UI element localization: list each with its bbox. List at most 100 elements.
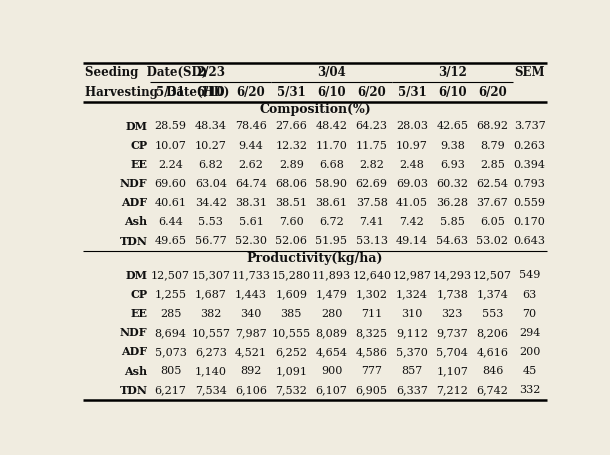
Text: 42.65: 42.65 — [436, 121, 468, 131]
Text: 8.79: 8.79 — [480, 141, 505, 151]
Text: 12,640: 12,640 — [352, 270, 391, 280]
Text: 28.59: 28.59 — [154, 121, 187, 131]
Text: 8,325: 8,325 — [356, 328, 388, 338]
Text: 7,534: 7,534 — [195, 385, 227, 395]
Text: 3/12: 3/12 — [438, 66, 467, 80]
Text: 1,107: 1,107 — [436, 366, 468, 376]
Text: 12.32: 12.32 — [275, 141, 307, 151]
Text: 340: 340 — [240, 308, 262, 318]
Text: 70: 70 — [523, 308, 537, 318]
Text: 15,307: 15,307 — [192, 270, 230, 280]
Text: 2.85: 2.85 — [480, 160, 505, 170]
Text: 4,654: 4,654 — [315, 347, 348, 357]
Text: 6,742: 6,742 — [476, 385, 508, 395]
Text: CP: CP — [131, 140, 148, 151]
Text: 294: 294 — [519, 328, 540, 338]
Text: 1,324: 1,324 — [396, 289, 428, 299]
Text: 7.41: 7.41 — [359, 217, 384, 227]
Text: ADF: ADF — [121, 346, 148, 358]
Text: 38.51: 38.51 — [275, 198, 307, 208]
Text: 2.48: 2.48 — [400, 160, 425, 170]
Text: 6,252: 6,252 — [275, 347, 307, 357]
Text: 64.74: 64.74 — [235, 179, 267, 189]
Text: 0.643: 0.643 — [514, 236, 545, 246]
Text: 5.61: 5.61 — [239, 217, 264, 227]
Text: TDN: TDN — [120, 236, 148, 247]
Text: 37.67: 37.67 — [476, 198, 508, 208]
Text: 9,112: 9,112 — [396, 328, 428, 338]
Text: 2.24: 2.24 — [158, 160, 183, 170]
Text: 9.38: 9.38 — [440, 141, 465, 151]
Text: 11,893: 11,893 — [312, 270, 351, 280]
Text: 0.793: 0.793 — [514, 179, 545, 189]
Text: 64.23: 64.23 — [356, 121, 388, 131]
Text: 310: 310 — [401, 308, 423, 318]
Text: 48.42: 48.42 — [315, 121, 348, 131]
Text: 1,479: 1,479 — [315, 289, 348, 299]
Text: 10.27: 10.27 — [195, 141, 227, 151]
Text: 1,738: 1,738 — [436, 289, 468, 299]
Text: 12,987: 12,987 — [392, 270, 431, 280]
Text: 6/20: 6/20 — [357, 86, 386, 99]
Text: 6,217: 6,217 — [154, 385, 187, 395]
Text: Ash: Ash — [124, 365, 148, 377]
Text: 805: 805 — [160, 366, 181, 376]
Text: 2.89: 2.89 — [279, 160, 304, 170]
Text: 7.60: 7.60 — [279, 217, 304, 227]
Text: 62.54: 62.54 — [476, 179, 509, 189]
Text: 7.42: 7.42 — [400, 217, 425, 227]
Text: 4,521: 4,521 — [235, 347, 267, 357]
Text: 0.559: 0.559 — [514, 198, 545, 208]
Text: 68.92: 68.92 — [476, 121, 509, 131]
Text: 2.62: 2.62 — [239, 160, 264, 170]
Text: 1,687: 1,687 — [195, 289, 227, 299]
Text: CP: CP — [131, 289, 148, 300]
Text: 53.02: 53.02 — [476, 236, 509, 246]
Text: 9,737: 9,737 — [436, 328, 468, 338]
Text: 38.31: 38.31 — [235, 198, 267, 208]
Text: 78.46: 78.46 — [235, 121, 267, 131]
Text: 48.34: 48.34 — [195, 121, 227, 131]
Text: 28.03: 28.03 — [396, 121, 428, 131]
Text: 69.60: 69.60 — [154, 179, 187, 189]
Text: 12,507: 12,507 — [473, 270, 512, 280]
Text: DM: DM — [126, 121, 148, 132]
Text: 1,443: 1,443 — [235, 289, 267, 299]
Text: 49.14: 49.14 — [396, 236, 428, 246]
Text: 553: 553 — [482, 308, 503, 318]
Text: 1,255: 1,255 — [154, 289, 187, 299]
Text: 323: 323 — [442, 308, 463, 318]
Text: 1,609: 1,609 — [275, 289, 307, 299]
Text: 14,293: 14,293 — [432, 270, 472, 280]
Text: 58.90: 58.90 — [315, 179, 348, 189]
Text: Harvesting  Date(HD): Harvesting Date(HD) — [85, 86, 229, 99]
Text: 6,107: 6,107 — [315, 385, 348, 395]
Text: 6,106: 6,106 — [235, 385, 267, 395]
Text: 900: 900 — [321, 366, 342, 376]
Text: 15,280: 15,280 — [271, 270, 311, 280]
Text: 49.65: 49.65 — [154, 236, 187, 246]
Text: 53.13: 53.13 — [356, 236, 388, 246]
Text: 6,337: 6,337 — [396, 385, 428, 395]
Text: 857: 857 — [401, 366, 423, 376]
Text: ADF: ADF — [121, 197, 148, 208]
Text: 5,370: 5,370 — [396, 347, 428, 357]
Text: 6.44: 6.44 — [158, 217, 183, 227]
Text: 37.58: 37.58 — [356, 198, 388, 208]
Text: NDF: NDF — [120, 327, 148, 339]
Text: 10.97: 10.97 — [396, 141, 428, 151]
Text: 62.69: 62.69 — [356, 179, 388, 189]
Text: 7,987: 7,987 — [235, 328, 267, 338]
Text: 8,206: 8,206 — [476, 328, 509, 338]
Text: 6,273: 6,273 — [195, 347, 227, 357]
Text: 52.30: 52.30 — [235, 236, 267, 246]
Text: Ash: Ash — [124, 217, 148, 228]
Text: 5/31: 5/31 — [156, 86, 185, 99]
Text: 6/10: 6/10 — [438, 86, 467, 99]
Text: 63.04: 63.04 — [195, 179, 227, 189]
Text: 56.77: 56.77 — [195, 236, 227, 246]
Text: 1,374: 1,374 — [476, 289, 508, 299]
Text: Composition(%): Composition(%) — [259, 103, 371, 116]
Text: 1,302: 1,302 — [356, 289, 388, 299]
Text: 27.66: 27.66 — [275, 121, 307, 131]
